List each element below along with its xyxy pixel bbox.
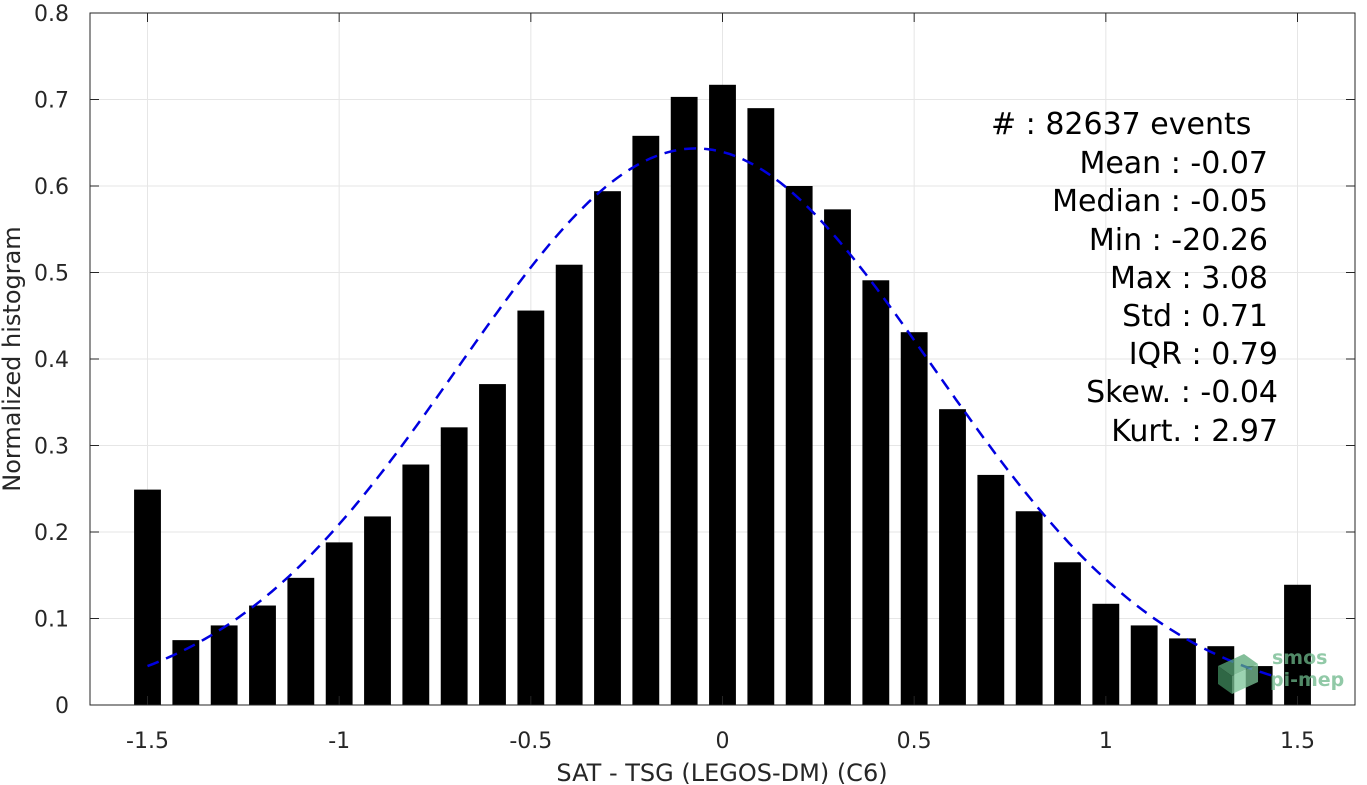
histogram-bar: [1054, 562, 1081, 705]
histogram-bar: [134, 489, 161, 705]
histogram-bar: [1284, 584, 1311, 705]
axis-ticks: -1.5 -1 -0.5 0 0.5 1 1.5 0 0.1 0.2 0.3 0.4 0.5 0.6 0.7…: [34, 2, 1355, 754]
x-tick-label: -0.5: [509, 729, 552, 754]
histogram-bars: [134, 84, 1311, 706]
y-tick-label: 0.1: [34, 608, 69, 633]
x-axis-label: SAT - TSG (LEGOS-DM) (C6): [556, 759, 887, 785]
histogram-bar: [785, 186, 813, 705]
y-tick-label: 0.8: [34, 2, 69, 27]
histogram-bar: [709, 84, 736, 706]
histogram-bar: [594, 191, 621, 705]
histogram-bar: [479, 384, 506, 705]
stat-mean: Mean : -0.07: [1079, 146, 1268, 181]
y-tick-label: 0: [55, 694, 69, 719]
normal-fit-curve: [147, 147, 1279, 679]
smos-pimep-logo: smos pi-mep: [1214, 646, 1354, 696]
histogram-bar: [172, 640, 200, 705]
x-tick-label: 1.5: [1280, 729, 1315, 754]
x-tick-label: 0.5: [897, 729, 932, 754]
histogram-bar: [1015, 511, 1043, 705]
x-tick-label: 1: [1099, 729, 1113, 754]
stat-median: Median : -0.05: [1052, 184, 1268, 219]
histogram-bar: [249, 605, 276, 705]
y-tick-label: 0.4: [34, 348, 69, 373]
histogram-bar: [210, 625, 238, 705]
histogram-bar: [900, 332, 928, 705]
histogram-bar: [977, 474, 1005, 705]
histogram-bar: [747, 108, 775, 705]
y-axis-label: Normalized histogram: [0, 226, 26, 491]
stat-skew: Skew. : -0.04: [1086, 375, 1278, 410]
histogram-bar: [1169, 638, 1196, 705]
histogram-bar: [670, 96, 698, 705]
histogram-bar: [824, 209, 851, 706]
histogram-bar: [440, 427, 468, 705]
histogram-bar: [402, 464, 430, 705]
logo-cube-icon: [1218, 654, 1258, 694]
stat-kurt: Kurt. : 2.97: [1111, 414, 1278, 449]
y-tick-label: 0.3: [34, 435, 69, 460]
histogram-bar: [517, 310, 545, 705]
stat-events: # : 82637 events: [991, 107, 1252, 142]
y-tick-label: 0.5: [34, 262, 69, 287]
stat-iqr: IQR : 0.79: [1128, 337, 1278, 372]
histogram-bar: [1092, 603, 1120, 705]
histogram-bar: [287, 577, 315, 705]
histogram-bar: [325, 542, 353, 705]
y-tick-label: 0.2: [34, 521, 69, 546]
histogram-bar: [939, 409, 966, 705]
x-tick-label: 0: [716, 729, 730, 754]
logo-text-line2: pi-mep: [1270, 669, 1345, 691]
stat-min: Min : -20.26: [1088, 223, 1268, 258]
histogram-bar: [862, 280, 890, 705]
histogram-bar: [632, 135, 660, 705]
stat-max: Max : 3.08: [1110, 261, 1268, 296]
stat-std: Std : 0.71: [1122, 299, 1268, 334]
x-tick-label: -1: [328, 729, 350, 754]
y-tick-label: 0.7: [34, 89, 69, 114]
logo-text-line1: smos: [1272, 647, 1328, 669]
x-tick-label: -1.5: [126, 729, 169, 754]
histogram-bar: [555, 264, 583, 705]
histogram-bar: [364, 516, 391, 705]
y-tick-label: 0.6: [34, 175, 69, 200]
histogram-bar: [1130, 625, 1158, 705]
